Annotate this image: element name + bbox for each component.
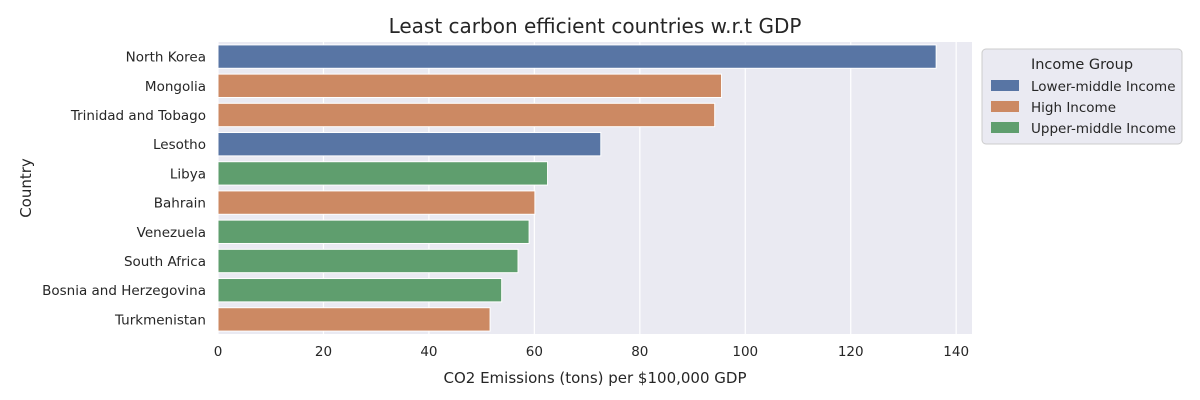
x-tick-label: 40: [420, 344, 437, 360]
chart-title: Least carbon efficient countries w.r.t G…: [389, 14, 802, 38]
legend-title: Income Group: [1031, 57, 1133, 73]
x-tick-label: 140: [943, 344, 969, 360]
y-tick-label: Libya: [170, 166, 206, 182]
x-tick-label: 100: [732, 344, 758, 360]
bar: [217, 161, 549, 186]
y-tick-label: Trinidad and Tobago: [70, 108, 206, 124]
x-axis-label: CO2 Emissions (tons) per $100,000 GDP: [443, 369, 746, 387]
x-tick-label: 0: [214, 344, 223, 360]
y-tick-label: Bosnia and Herzegovina: [42, 283, 206, 299]
y-axis-label: Country: [17, 158, 35, 218]
legend-entry-label: Upper-middle Income: [1031, 121, 1176, 137]
y-tick-label: Bahrain: [154, 196, 206, 212]
legend-swatch: [991, 122, 1019, 133]
bar: [217, 278, 503, 303]
x-tick-labels: 0 20 40 60 80 100 120 140: [214, 344, 969, 360]
bar: [217, 248, 519, 274]
legend-entry-label: High Income: [1031, 100, 1116, 116]
bar: [217, 102, 716, 128]
legend-swatch: [991, 80, 1019, 91]
legend: Income Group Lower-middle Income High Inco…: [981, 48, 1183, 145]
bar: [217, 219, 530, 244]
bar: [217, 73, 723, 98]
x-tick-label: 80: [631, 344, 648, 360]
legend-entry-label: Lower-middle Income: [1031, 79, 1176, 95]
bar: [217, 307, 491, 332]
y-tick-label: South Africa: [124, 254, 206, 270]
bar: [217, 44, 937, 69]
bar: [217, 190, 536, 215]
x-tick-label: 60: [526, 344, 543, 360]
bars: [217, 44, 937, 332]
y-tick-label: Turkmenistan: [114, 312, 206, 328]
x-tick-label: 20: [315, 344, 332, 360]
y-tick-label: Mongolia: [145, 79, 206, 95]
y-tick-label: Venezuela: [137, 225, 206, 241]
x-tick-label: 120: [838, 344, 864, 360]
bar: [217, 132, 602, 157]
legend-swatch: [991, 101, 1019, 112]
legend-frame: [981, 48, 1183, 145]
y-tick-label: North Korea: [126, 50, 206, 66]
y-tick-labels: North Korea Mongolia Trinidad and Tobago Le…: [42, 50, 206, 329]
y-tick-label: Lesotho: [153, 137, 206, 153]
